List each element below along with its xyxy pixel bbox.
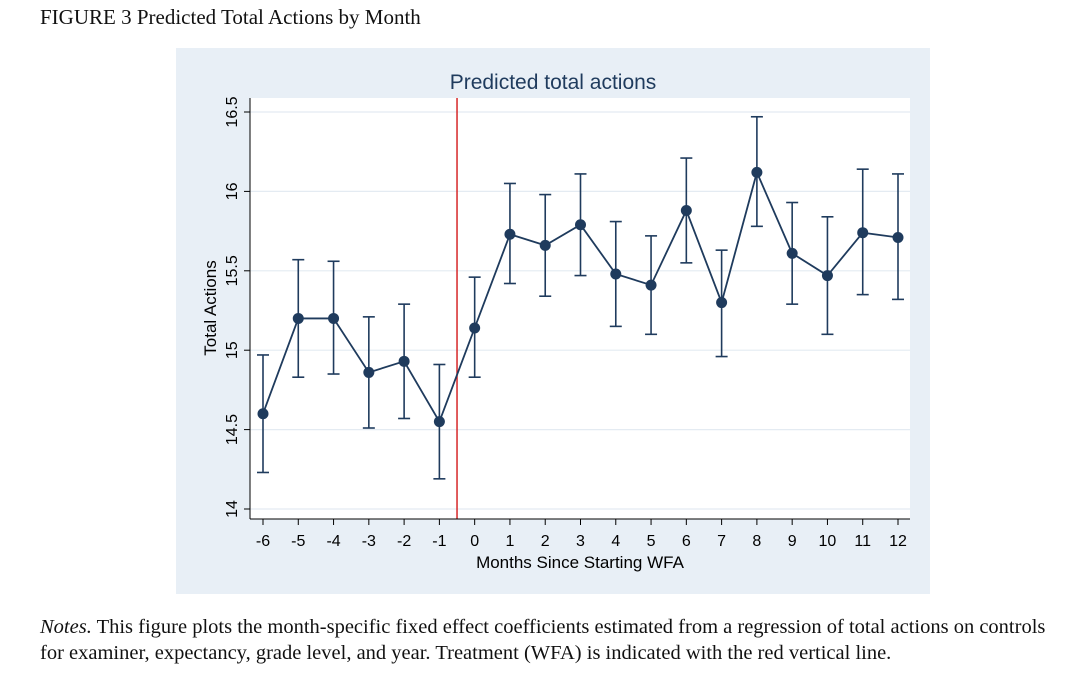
- figure-notes: Notes. This figure plots the month-speci…: [40, 614, 1065, 666]
- data-point: [680, 204, 692, 216]
- data-point: [575, 219, 586, 231]
- data-point: [292, 312, 304, 324]
- x-tick-label: 12: [889, 533, 907, 550]
- x-tick-label: 5: [647, 533, 656, 550]
- data-point: [328, 312, 340, 324]
- grid-lines: [250, 111, 910, 510]
- data-point: [645, 279, 657, 291]
- x-tick-label: 10: [819, 533, 837, 550]
- x-tick-label: -6: [256, 533, 270, 550]
- x-axis-label: Months Since Starting WFA: [476, 553, 685, 572]
- data-point: [716, 297, 728, 309]
- y-tick-label: 16.5: [224, 96, 241, 127]
- x-tick-label: 4: [611, 533, 620, 550]
- data-point: [857, 227, 869, 239]
- data-point: [257, 408, 269, 420]
- figure-caption: FIGURE 3 Predicted Total Actions by Mont…: [40, 5, 421, 29]
- x-tick-label: 0: [470, 533, 479, 550]
- notes-label: Notes.: [40, 616, 92, 638]
- data-point: [469, 322, 481, 334]
- x-tick-label: -4: [326, 533, 340, 550]
- y-tick-label: 14: [224, 500, 241, 518]
- data-point: [892, 231, 904, 243]
- data-point: [504, 228, 516, 240]
- x-tick-label: 1: [505, 533, 514, 550]
- y-tick-label: 15.5: [224, 255, 241, 286]
- data-point: [821, 270, 833, 282]
- data-point: [610, 268, 622, 280]
- plot-area: [250, 98, 910, 519]
- x-tick-label: 9: [788, 533, 797, 550]
- y-tick-label: 16: [224, 182, 241, 200]
- y-axis-label: Total Actions: [201, 260, 220, 355]
- x-tick-label: -5: [291, 533, 305, 550]
- x-tick-label: -2: [397, 533, 411, 550]
- data-point: [363, 366, 375, 378]
- data-point: [539, 239, 551, 251]
- x-tick-label: 2: [541, 533, 550, 550]
- chart-title: Predicted total actions: [450, 71, 657, 94]
- data-point: [398, 355, 410, 367]
- data-points: [257, 166, 904, 428]
- x-tick-label: 6: [682, 533, 691, 550]
- x-tick-label: -1: [432, 533, 446, 550]
- y-tick-label: 14.5: [224, 414, 241, 445]
- y-tick-label: 15: [224, 341, 241, 359]
- x-tick-label: 8: [752, 533, 761, 550]
- x-tick-label: 7: [717, 533, 726, 550]
- x-tick-label: -3: [362, 533, 376, 550]
- data-point: [786, 247, 798, 259]
- data-point: [751, 166, 763, 178]
- x-tick-label: 11: [854, 533, 871, 550]
- notes-text: This figure plots the month-specific fix…: [40, 616, 1046, 664]
- data-point: [433, 416, 445, 428]
- x-tick-label: 3: [576, 533, 585, 550]
